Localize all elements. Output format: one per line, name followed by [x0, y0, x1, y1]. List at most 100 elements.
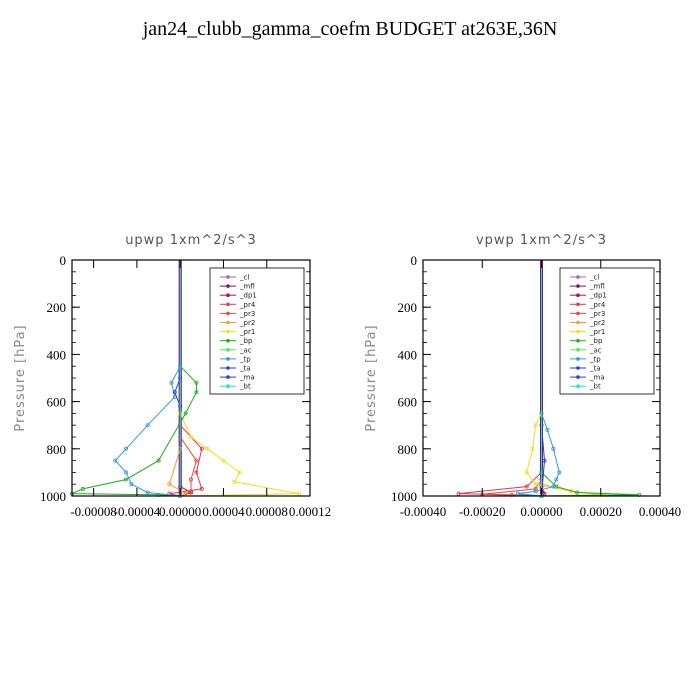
x-tick-label: 0.00004 [202, 504, 245, 519]
legend-label: _pr3 [239, 310, 255, 318]
series-line-tp [114, 260, 181, 497]
y-tick-label: 400 [47, 347, 67, 362]
legend-label: _mfl [239, 283, 255, 291]
series-point-bp [124, 477, 129, 482]
series-point-pr1 [533, 423, 538, 428]
y-tick-label: 200 [398, 300, 418, 315]
y-axis-label: Pressure [hPa] [13, 324, 28, 431]
legend-label: _pr2 [589, 319, 605, 327]
x-tick-label: 0.00008 [246, 504, 288, 519]
y-tick-label: 800 [47, 442, 67, 457]
legend-box [559, 267, 655, 395]
series-line-pr3 [179, 260, 197, 497]
series-point-pr4 [524, 484, 529, 489]
legend-label: _ta [589, 365, 601, 373]
series-point-pr1 [232, 479, 237, 484]
legend-marker [576, 275, 580, 279]
y-tick-label: 600 [47, 395, 67, 410]
series-point-pr1 [205, 446, 210, 451]
series-point-pr3 [188, 477, 193, 482]
series-point-tp [545, 427, 550, 432]
y-tick-label: 0 [411, 253, 418, 268]
series-point-bp [194, 390, 199, 395]
legend-label: _ma [239, 374, 255, 382]
series-point-pr4 [194, 470, 199, 475]
x-tick-label: 0.00000 [520, 504, 562, 519]
x-tick-label: -0.00040 [400, 504, 447, 519]
series-point-pr4 [456, 491, 461, 496]
series-point-pr4 [199, 446, 204, 451]
legend-marker [576, 311, 580, 316]
series-point-bp [80, 486, 85, 491]
legend-marker [226, 320, 230, 325]
legend-label: _pr1 [589, 328, 605, 336]
legend-marker [576, 320, 580, 325]
series-point-pr3 [533, 486, 538, 491]
x-tick-label: -0.00004 [114, 504, 161, 519]
legend-label: _dp1 [589, 292, 607, 300]
legend-label: _bt [589, 383, 601, 391]
legend-label: _tp [589, 355, 601, 363]
y-axis-label: Pressure [hPa] [364, 324, 379, 431]
legend-label: _cl [239, 274, 249, 282]
y-tick-label: 1000 [391, 489, 417, 504]
legend-marker [576, 293, 580, 298]
series-point-tp [551, 446, 556, 451]
series-point-dp1 [542, 491, 547, 496]
x-tick-label: 0.00020 [580, 504, 622, 519]
series-point-tp [557, 470, 562, 475]
series-line-tp [517, 260, 560, 497]
legend-marker [576, 302, 580, 307]
legend-marker [576, 384, 580, 389]
legend-label: _mfl [589, 283, 605, 291]
y-tick-label: 200 [47, 300, 67, 315]
series-point-pr2 [183, 491, 188, 496]
series-point-tp [113, 458, 118, 463]
series-point-pr1 [188, 434, 193, 439]
legend-label: _dp1 [239, 292, 257, 300]
legend-marker [576, 284, 580, 288]
y-tick-label: 800 [398, 442, 418, 457]
legend-marker [226, 302, 230, 307]
legend-label: _bp [589, 337, 603, 345]
legend-marker [226, 357, 230, 361]
series-point-pr1 [530, 446, 535, 451]
legend-label: _tp [239, 355, 251, 363]
legend-label: _pr4 [589, 301, 606, 309]
legend-marker [226, 348, 230, 352]
series-point-tp [169, 380, 174, 385]
series-point-pr1 [297, 491, 302, 496]
legend-label: _pr2 [239, 319, 255, 327]
plot-panel-2: vpwp 1xm^2/s^3 Pressure [hPa] 0 200 400 600 80… [364, 233, 681, 519]
series-point-pr2 [167, 482, 172, 487]
series-point-ta [172, 390, 177, 395]
series-point-bp [156, 458, 161, 463]
legend-marker [226, 338, 230, 343]
panel-title: vpwp 1xm^2/s^3 [476, 233, 607, 248]
series-point-tp [129, 482, 134, 487]
legend-label: _ta [239, 365, 251, 373]
legend-marker [576, 366, 580, 370]
legend-label: _bt [239, 383, 251, 391]
legend-marker [226, 275, 230, 279]
series-point-ta [542, 458, 547, 463]
legend-marker [576, 357, 580, 361]
series-point-tp [145, 423, 150, 428]
series-line-pr2 [168, 260, 187, 497]
x-tick-label: 0.00040 [639, 504, 681, 519]
legend-marker [576, 348, 580, 352]
series-point-bp [183, 411, 188, 416]
series-point-tp [515, 491, 520, 496]
series-point-pr1 [524, 470, 529, 475]
legend-label: _pr4 [239, 301, 256, 309]
series-line-pr4 [458, 260, 542, 497]
x-tick-label: -0.00020 [459, 504, 506, 519]
x-tick-label: -0.00008 [70, 504, 117, 519]
series-point-pr3 [194, 458, 199, 463]
series-line-bp [71, 260, 197, 497]
series-line-pr1 [179, 260, 300, 497]
plot-panel-1: upwp 1xm^2/s^3 Pressure [hPa] 0 200 400 600 80… [13, 233, 331, 519]
page-title: jan24_clubb_gamma_coefm BUDGET at263E,36… [142, 18, 558, 40]
legend-marker [226, 366, 230, 370]
series-point-pr4 [199, 486, 204, 491]
